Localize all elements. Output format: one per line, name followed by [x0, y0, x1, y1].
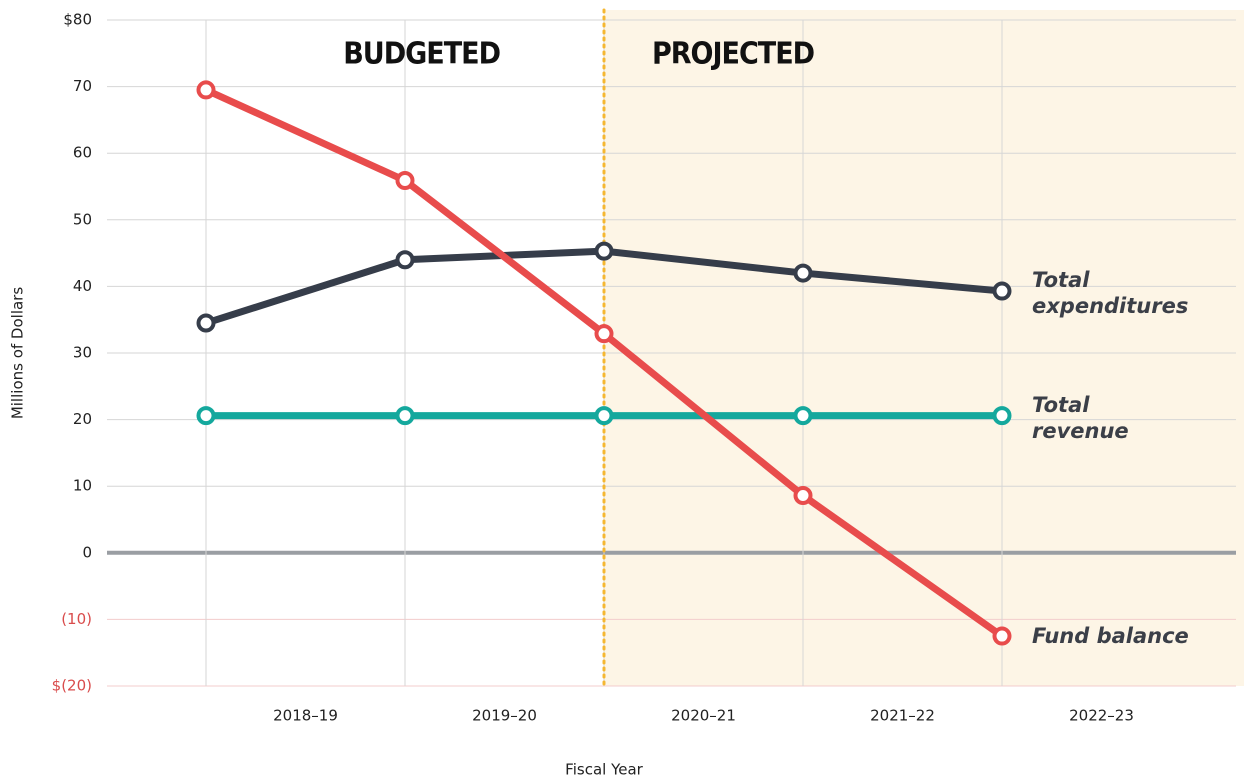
- x-tick-label: 2018–19: [273, 707, 338, 725]
- point: [395, 406, 415, 426]
- x-tick-label: 2020–21: [671, 707, 736, 725]
- y-tick-label: 40: [73, 277, 92, 295]
- y-tick-label: 70: [73, 77, 92, 95]
- point: [196, 406, 216, 426]
- y-tick-label: 10: [73, 477, 92, 495]
- y-tick-label: 20: [73, 410, 92, 428]
- y-tick-label: 30: [73, 344, 92, 362]
- point: [395, 250, 415, 270]
- point: [992, 281, 1012, 301]
- point: [793, 263, 813, 283]
- point: [793, 406, 813, 426]
- y-tick-label: 50: [73, 210, 92, 228]
- point: [992, 406, 1012, 426]
- series-label: Fund balance: [1032, 624, 1189, 649]
- point: [196, 313, 216, 333]
- series-label: Total revenue: [1032, 392, 1129, 443]
- point: [594, 406, 614, 426]
- y-axis-label: Millions of Dollars: [9, 287, 27, 420]
- point: [793, 486, 813, 506]
- annotation: PROJECTED: [652, 37, 814, 72]
- x-tick-label: 2019–20: [472, 707, 537, 725]
- x-tick-label: 2022–23: [1069, 707, 1134, 725]
- series-label: Total expenditures: [1032, 268, 1189, 319]
- annotation: BUDGETED: [343, 37, 500, 72]
- y-tick-label: (10): [61, 610, 92, 628]
- y-tick-label: 60: [73, 144, 92, 162]
- y-tick-label: 0: [82, 543, 92, 561]
- point: [594, 324, 614, 344]
- x-tick-label: 2021–22: [870, 707, 935, 725]
- y-tick-label: $(20): [52, 677, 92, 695]
- point: [594, 241, 614, 261]
- point: [992, 626, 1012, 646]
- point: [395, 171, 415, 191]
- y-tick-label: $80: [63, 11, 92, 29]
- x-axis-label: Fiscal Year: [565, 761, 643, 779]
- projected-shade: [604, 10, 1244, 686]
- point: [196, 80, 216, 100]
